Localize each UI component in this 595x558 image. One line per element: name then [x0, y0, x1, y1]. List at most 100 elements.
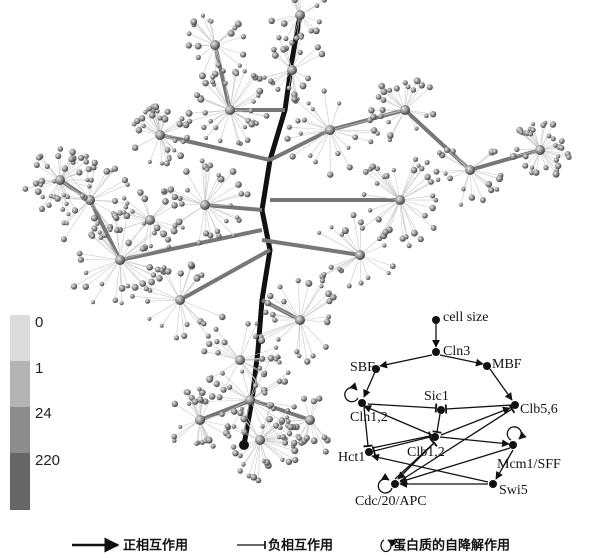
protein-node	[122, 177, 128, 183]
protein-node	[201, 14, 205, 18]
scale-bar: 0 1 24 220	[10, 314, 60, 510]
protein-node	[411, 230, 418, 237]
protein-node	[272, 52, 279, 59]
branch	[215, 45, 230, 110]
regulatory-labels: cell size Cln3 SBF MBF Sic1 Cln1,2 Clb5,…	[338, 310, 561, 509]
protein-node	[214, 339, 219, 344]
node-label: MBF	[492, 357, 522, 372]
protein-node	[78, 257, 84, 263]
protein-node	[326, 314, 331, 319]
branch	[180, 250, 270, 300]
edge	[120, 216, 127, 260]
protein-node	[404, 234, 409, 239]
protein-node	[218, 139, 223, 144]
protein-node	[125, 240, 132, 247]
protein-node	[164, 160, 170, 166]
scale-label: 220	[35, 452, 60, 469]
protein-node	[66, 212, 70, 216]
protein-node	[178, 270, 184, 276]
protein-node	[132, 145, 138, 151]
node	[431, 433, 439, 441]
protein-node	[149, 112, 155, 118]
edge	[441, 408, 510, 435]
protein-node	[419, 166, 424, 171]
protein-node	[240, 52, 246, 58]
edge	[362, 200, 400, 228]
protein-node	[287, 424, 294, 431]
protein-node	[103, 168, 110, 175]
protein-node	[267, 293, 273, 299]
protein-node	[258, 337, 265, 344]
protein-node	[329, 265, 334, 270]
protein-node	[180, 116, 185, 121]
protein-node	[362, 192, 367, 197]
node	[511, 401, 519, 409]
protein-node	[291, 404, 296, 409]
protein-node	[141, 195, 148, 202]
protein-node	[245, 137, 251, 143]
protein-node	[313, 160, 318, 165]
protein-node	[384, 173, 390, 179]
protein-node	[65, 221, 69, 225]
protein-node	[171, 202, 178, 209]
edge	[261, 320, 300, 337]
protein-node	[231, 408, 238, 415]
protein-node	[322, 88, 327, 93]
protein-node	[298, 50, 303, 55]
protein-node	[185, 188, 190, 193]
protein-node	[277, 360, 281, 364]
protein-node	[85, 178, 89, 182]
protein-node	[294, 35, 300, 41]
protein-node	[315, 4, 320, 9]
protein-node	[203, 110, 208, 115]
protein-node	[377, 236, 382, 241]
protein-node	[188, 262, 195, 269]
protein-node	[262, 75, 266, 79]
protein-node	[337, 101, 341, 105]
branch	[120, 230, 262, 260]
scale-segment	[10, 407, 30, 453]
edge	[298, 281, 300, 320]
protein-node	[436, 178, 441, 183]
protein-node	[125, 183, 129, 187]
protein-node	[204, 136, 208, 140]
figure: 0 1 24 220	[0, 0, 595, 558]
protein-node	[262, 459, 266, 463]
protein-node	[287, 65, 297, 75]
protein-node	[310, 353, 315, 358]
protein-node	[195, 415, 205, 425]
protein-node	[41, 195, 45, 199]
protein-node	[285, 415, 289, 419]
protein-node	[286, 459, 292, 465]
protein-node	[23, 186, 29, 192]
protein-node	[203, 230, 209, 236]
node-label: Mcm1/SFF	[497, 457, 561, 472]
node-label: Cdc/20/APC	[355, 494, 427, 509]
protein-node	[206, 376, 213, 383]
protein-node	[291, 96, 297, 102]
protein-node	[232, 450, 238, 456]
protein-node	[162, 265, 167, 270]
edge	[149, 300, 180, 319]
protein-node	[206, 341, 212, 347]
scale-segment	[10, 361, 30, 407]
protein-node	[451, 148, 456, 153]
protein-node	[241, 462, 246, 467]
protein-node	[177, 152, 184, 159]
protein-node	[321, 434, 327, 440]
protein-node	[492, 149, 498, 155]
protein-node	[168, 186, 175, 193]
protein-node	[378, 113, 384, 119]
protein-node	[223, 81, 228, 86]
protein-node	[271, 47, 277, 53]
protein-node	[86, 166, 92, 172]
protein-node	[304, 358, 310, 364]
protein-node	[160, 230, 167, 237]
node	[509, 441, 517, 449]
edge	[300, 283, 309, 320]
node-label: SBF	[350, 360, 375, 375]
protein-node	[206, 334, 211, 339]
protein-node	[413, 157, 418, 162]
protein-node	[225, 423, 231, 429]
protein-node	[550, 121, 556, 127]
